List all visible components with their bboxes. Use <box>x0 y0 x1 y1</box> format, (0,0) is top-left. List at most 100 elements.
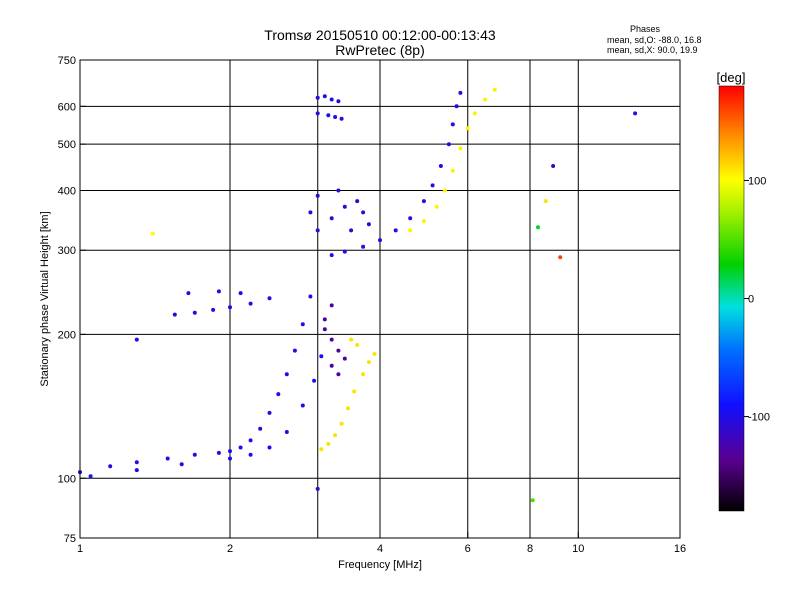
data-point <box>308 210 313 215</box>
data-point <box>361 372 366 377</box>
data-point <box>336 348 341 353</box>
data-point <box>329 216 334 221</box>
x-axis-label: Frequency [MHz] <box>338 559 422 571</box>
data-point <box>430 183 435 188</box>
data-point <box>267 296 272 301</box>
data-point <box>346 406 350 411</box>
data-point <box>421 219 426 224</box>
data-point <box>336 99 341 104</box>
x-tick-label: 6 <box>465 543 471 555</box>
data-point <box>361 210 366 215</box>
y-tick-label: 100 <box>58 473 76 485</box>
data-point <box>349 228 354 233</box>
colorbar <box>718 85 745 512</box>
data-point <box>450 122 455 127</box>
data-point <box>465 126 470 131</box>
data-point <box>329 363 334 368</box>
data-point <box>228 305 232 310</box>
data-point <box>336 188 341 193</box>
data-point <box>300 322 305 327</box>
data-point <box>150 231 155 236</box>
data-point <box>450 168 455 173</box>
data-point <box>355 343 360 347</box>
x-tick-label: 10 <box>572 543 584 555</box>
data-point <box>378 238 382 243</box>
colorbar-tick-label: -100 <box>748 412 770 424</box>
data-point <box>530 498 535 503</box>
data-point <box>211 307 216 312</box>
data-point <box>267 410 272 415</box>
data-point <box>326 113 331 118</box>
y-tick-label: 500 <box>58 139 76 151</box>
data-point <box>329 303 334 308</box>
data-point <box>315 111 320 116</box>
y-tick-label: 400 <box>58 185 76 197</box>
data-point <box>329 337 334 342</box>
colorbar-tick-label: 100 <box>748 175 766 187</box>
data-point <box>339 421 344 426</box>
y-axis-ticks: 75 100 200 300 400 500 600 750 <box>58 55 86 545</box>
data-point <box>300 403 305 408</box>
data-point <box>342 356 347 361</box>
data-point <box>458 90 463 95</box>
data-point <box>442 188 447 193</box>
data-point <box>421 199 426 204</box>
data-point <box>355 199 360 204</box>
data-point <box>329 253 334 258</box>
data-point <box>438 164 443 168</box>
data-point <box>349 337 354 342</box>
data-point <box>315 193 320 198</box>
data-point <box>192 310 197 315</box>
data-point <box>308 294 313 299</box>
x-axis-ticks: 1 2 4 6 8 10 16 <box>77 532 686 555</box>
data-point <box>165 456 170 461</box>
data-point <box>372 352 377 356</box>
data-point <box>192 452 197 457</box>
x-tick-label: 16 <box>674 543 686 555</box>
data-point <box>312 378 317 383</box>
data-point <box>408 216 413 221</box>
data-point <box>352 389 357 394</box>
data-point <box>326 441 331 446</box>
data-point <box>292 348 297 353</box>
data-point <box>366 360 371 365</box>
data-point <box>108 464 113 469</box>
data-point <box>248 438 253 443</box>
colorbar-label: [deg] <box>717 70 746 85</box>
stats-line-x: mean, sd,X: 90.0, 19.9 <box>607 45 698 55</box>
x-tick-label: 1 <box>77 543 83 555</box>
chart-subtitle: RwPretec (8p) <box>335 42 424 58</box>
y-tick-label: 300 <box>58 245 76 257</box>
data-point <box>134 337 139 342</box>
data-point <box>284 430 289 434</box>
data-point <box>342 249 347 254</box>
data-point <box>361 244 366 249</box>
data-point <box>315 486 320 491</box>
data-point <box>238 291 243 296</box>
chart-title: Tromsø 20150510 00:12:00-00:13:43 <box>264 27 496 43</box>
y-tick-label: 750 <box>58 55 76 67</box>
data-point <box>186 291 191 296</box>
data-point <box>543 199 548 204</box>
data-point <box>454 104 459 109</box>
data-point <box>322 94 327 99</box>
data-point <box>134 460 139 465</box>
data-point <box>458 146 463 151</box>
data-point <box>216 450 221 455</box>
data-point <box>342 204 347 209</box>
data-point <box>267 445 272 450</box>
y-tick-label: 200 <box>58 329 76 341</box>
data-point <box>172 312 177 317</box>
data-point <box>315 228 320 233</box>
data-point <box>333 433 338 438</box>
data-point <box>258 426 263 431</box>
data-point <box>393 228 398 233</box>
data-point <box>633 111 638 116</box>
gridlines <box>80 60 680 538</box>
data-points <box>78 87 638 503</box>
x-tick-label: 8 <box>527 543 533 555</box>
data-point <box>179 462 184 467</box>
stats-heading: Phases <box>630 24 661 34</box>
data-point <box>434 204 439 209</box>
